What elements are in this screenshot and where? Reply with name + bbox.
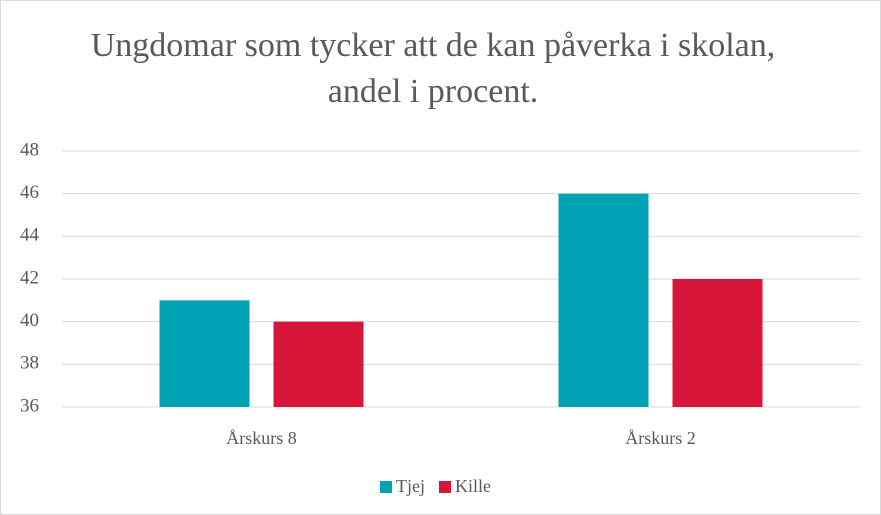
y-tick-label: 46 [20,182,39,203]
y-tick-label: 48 [20,139,39,160]
bar [273,321,364,407]
legend-label: Tjej [396,476,425,496]
chart-title: Ungdomar som tycker att de kan påverka i… [91,27,776,64]
x-tick-label: Årskurs 2 [625,428,696,448]
bar [672,279,763,407]
legend-label: Kille [455,476,491,496]
y-tick-label: 40 [20,310,39,331]
y-tick-label: 36 [20,395,39,416]
x-tick-label: Årskurs 8 [226,428,297,448]
y-tick-label: 44 [20,225,40,246]
y-tick-label: 38 [20,353,39,374]
bar [558,193,649,407]
chart-title: andel i procent. [328,73,539,110]
bar [159,300,250,407]
y-tick-label: 42 [20,267,39,288]
legend-swatch [380,481,392,493]
legend-swatch [439,481,451,493]
